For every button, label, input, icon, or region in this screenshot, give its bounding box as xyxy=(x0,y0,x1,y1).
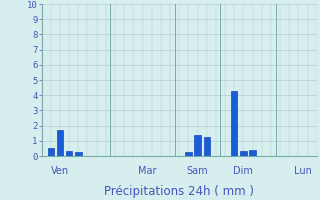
Bar xyxy=(48,148,54,156)
Bar xyxy=(249,150,256,156)
Text: Précipitations 24h ( mm ): Précipitations 24h ( mm ) xyxy=(104,185,254,198)
Text: Sam: Sam xyxy=(187,166,208,176)
Bar xyxy=(231,91,237,156)
Bar xyxy=(240,151,247,156)
Text: Lun: Lun xyxy=(294,166,312,176)
Bar xyxy=(75,152,82,156)
Bar xyxy=(57,130,63,156)
Text: Dim: Dim xyxy=(234,166,253,176)
Bar xyxy=(66,151,72,156)
Bar xyxy=(185,152,192,156)
Text: Ven: Ven xyxy=(51,166,69,176)
Bar xyxy=(204,137,210,156)
Text: Mar: Mar xyxy=(138,166,156,176)
Bar xyxy=(194,135,201,156)
